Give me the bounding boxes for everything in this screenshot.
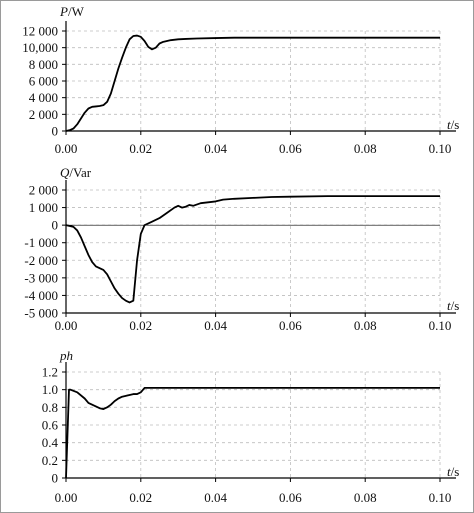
- x-tick-label: 0.08: [354, 141, 377, 156]
- x-tick-label: 0.00: [55, 141, 78, 156]
- series-line: [65, 386, 440, 479]
- x-tick-label: 0.02: [129, 490, 152, 505]
- y-tick-label: 0: [52, 218, 59, 233]
- x-axis-label: t/s: [447, 464, 459, 479]
- y-tick-label: 4 000: [29, 90, 58, 105]
- x-tick-label: 0.10: [429, 141, 452, 156]
- x-tick-label: 0.04: [204, 318, 227, 333]
- series-line: [65, 195, 440, 304]
- y-tick-label: 2 000: [29, 183, 58, 198]
- x-tick-label: 0.08: [354, 490, 377, 505]
- y-axis-label: Q/Var: [60, 165, 92, 180]
- y-tick-label: -5 000: [24, 306, 58, 321]
- y-tick-label: 1.0: [42, 382, 58, 397]
- y-tick-label: 6 000: [29, 74, 58, 89]
- series-line: [65, 34, 440, 132]
- y-tick-label: 1.2: [42, 365, 58, 380]
- y-tick-label: -4 000: [24, 288, 58, 303]
- x-axis-label: t/s: [447, 117, 459, 132]
- y-tick-label: -3 000: [24, 270, 58, 285]
- x-tick-label: 0.02: [129, 318, 152, 333]
- x-tick-label: 0.10: [429, 490, 452, 505]
- y-axis-label: ph: [59, 348, 73, 363]
- x-tick-label: 0.06: [279, 490, 302, 505]
- y-tick-label: 0: [52, 471, 59, 486]
- x-tick-label: 0.10: [429, 318, 452, 333]
- x-tick-label: 0.00: [55, 490, 78, 505]
- y-axis-label: P/W: [59, 4, 85, 19]
- x-axis-label: t/s: [447, 298, 459, 313]
- x-tick-label: 0.06: [279, 318, 302, 333]
- y-tick-label: 0: [52, 124, 59, 139]
- y-tick-label: -2 000: [24, 253, 58, 268]
- y-tick-label: -1 000: [24, 235, 58, 250]
- y-tick-label: 0.6: [42, 418, 59, 433]
- x-tick-label: 0.04: [204, 490, 227, 505]
- y-tick-label: 0.2: [42, 453, 58, 468]
- y-tick-label: 1 000: [29, 200, 58, 215]
- y-tick-label: 8 000: [29, 57, 58, 72]
- y-tick-label: 2 000: [29, 107, 58, 122]
- y-tick-label: 0.8: [42, 400, 58, 415]
- y-tick-label: 12 000: [22, 24, 58, 39]
- x-tick-label: 0.00: [55, 318, 78, 333]
- y-tick-label: 0.4: [42, 435, 59, 450]
- x-tick-label: 0.04: [204, 141, 227, 156]
- chart-panel-3: 0 0.2 0.4 0.6 0.8 1.0 1.2 0.00 0.02 0.04 0.06 0.08 0…: [42, 348, 460, 505]
- x-tick-label: 0.02: [129, 141, 152, 156]
- y-tick-label: 10,000: [22, 40, 58, 55]
- chart-panel-2: -5 000 -4 000 -3 000 -2 000 -1 000 0 1 000 2 00…: [24, 165, 459, 333]
- x-tick-label: 0.06: [279, 141, 302, 156]
- x-tick-label: 0.08: [354, 318, 377, 333]
